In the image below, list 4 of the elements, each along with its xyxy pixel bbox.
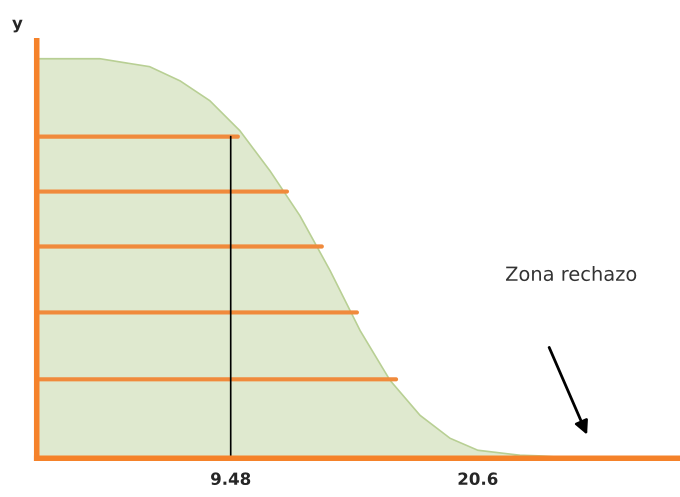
x-tick-label: 20.6 [458, 472, 498, 486]
y-axis-title: y [12, 20, 23, 32]
annotation: Zona rechazo [506, 266, 636, 282]
x-tick-label: 9.48 [211, 472, 250, 486]
